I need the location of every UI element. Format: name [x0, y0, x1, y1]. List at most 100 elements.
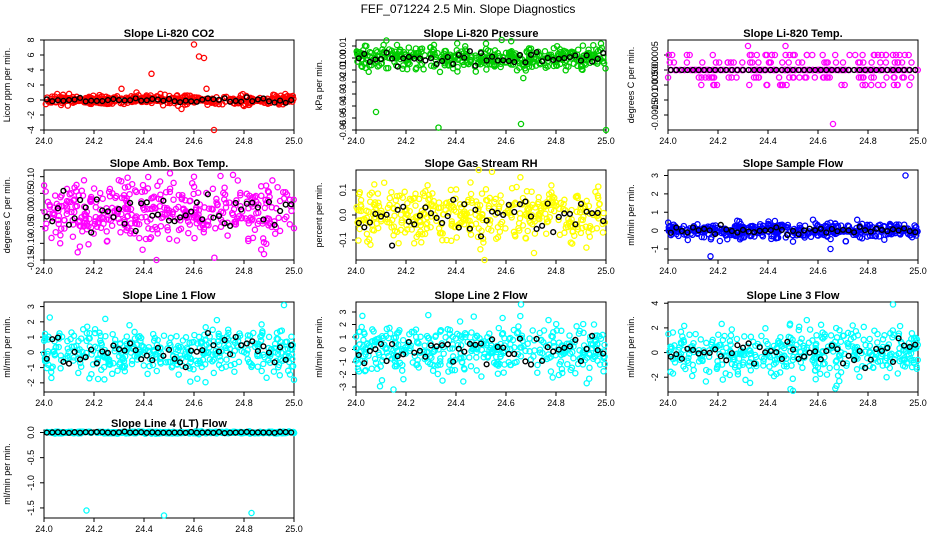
c7-point — [480, 340, 487, 348]
c2-point — [824, 74, 831, 81]
c3-point — [133, 220, 141, 228]
c3-point — [64, 207, 71, 214]
c3-point — [95, 219, 102, 226]
c3-point — [133, 188, 140, 196]
c6-point — [210, 369, 218, 377]
c8-point — [812, 375, 819, 383]
c4-point — [547, 206, 555, 214]
c3-point-black — [149, 212, 156, 219]
c6-xtick-label-0: 24.0 — [35, 398, 53, 408]
c4-point — [542, 230, 550, 237]
c7-point-black — [477, 340, 485, 347]
c0-xtick-label-1: 24.2 — [85, 136, 103, 146]
c2-point — [725, 74, 732, 81]
c2-point — [841, 66, 849, 74]
c5-point-black — [734, 229, 741, 236]
c1-point — [563, 49, 570, 57]
c5-point — [728, 231, 735, 239]
c9-point-black — [138, 429, 145, 436]
c7-point-black — [583, 345, 590, 353]
c8-point-black — [745, 340, 752, 347]
c3-point — [127, 220, 135, 227]
c7-point — [437, 361, 444, 368]
c6-point — [229, 351, 237, 359]
c8-point-black — [728, 350, 736, 357]
c0-outlier-9 — [240, 102, 248, 110]
c3-xtick-label-4: 24.8 — [235, 266, 253, 276]
c8-point — [702, 366, 710, 374]
c9-point-black — [221, 430, 228, 437]
c3-point-black — [138, 200, 145, 207]
c7-points — [352, 301, 608, 393]
c3-point-black — [277, 207, 284, 215]
c7-point — [398, 367, 406, 374]
c2-point-black — [745, 66, 752, 74]
c6-point — [67, 335, 74, 343]
c2-point — [686, 51, 693, 59]
c3-point-black — [177, 214, 184, 221]
c7-point — [470, 344, 478, 352]
c2-point — [683, 51, 691, 59]
c8-point — [811, 367, 819, 374]
c7-point — [601, 353, 608, 360]
c2-point — [695, 74, 703, 81]
c1-point-black — [366, 58, 374, 66]
c7-outlier-1 — [390, 386, 397, 393]
c0-point-black — [165, 95, 173, 103]
c1-point — [579, 42, 587, 49]
c7-point-black — [450, 358, 457, 365]
c8-point-black — [789, 346, 797, 353]
c8-point — [798, 335, 805, 342]
c4-point-black — [600, 217, 607, 225]
c4-point — [393, 192, 401, 200]
c4-point — [561, 196, 568, 204]
c7-point — [378, 377, 386, 384]
c5-point — [765, 221, 772, 229]
c8-point — [894, 370, 902, 377]
c2-point — [841, 81, 848, 89]
c8-point — [837, 349, 845, 356]
c2-point — [862, 81, 869, 89]
c3-point — [118, 194, 126, 202]
c7-point — [510, 326, 518, 334]
c0-ytick-label-2: 0 — [26, 97, 36, 102]
c7-point-black — [600, 350, 607, 357]
c8-point-black — [684, 345, 691, 352]
c3-point — [138, 214, 145, 221]
c3-point — [124, 174, 131, 181]
c4-point — [451, 223, 458, 231]
c1-points — [353, 36, 610, 134]
c2-point — [709, 66, 716, 74]
c2-point — [798, 59, 806, 66]
c0-point — [280, 94, 287, 101]
c6-xtick-label-4: 24.8 — [235, 398, 253, 408]
c9-point-black — [160, 429, 167, 436]
c8-point — [827, 332, 835, 339]
c5-point — [911, 222, 918, 229]
c0-ytick-label-1: -2 — [26, 111, 36, 119]
c4-point-black — [561, 210, 568, 217]
c0-ytick-label-6: 8 — [26, 37, 36, 42]
c1-point — [380, 41, 387, 49]
c4-point — [357, 196, 365, 204]
c8-point-black — [873, 345, 880, 353]
c4-point — [439, 236, 446, 244]
c9-point-black — [121, 428, 128, 435]
c0-point-black — [76, 94, 84, 102]
c2-point — [896, 51, 903, 59]
c4-point — [466, 217, 473, 225]
c7-point-black — [372, 346, 379, 353]
c4-point — [355, 237, 362, 244]
c4-point — [524, 227, 531, 235]
c0-ylabel: Licor ppm per min. — [2, 48, 12, 123]
c7-point — [453, 330, 461, 338]
c1-ytick-label-6: 0.00 — [338, 49, 348, 67]
c4-point — [522, 234, 529, 242]
c6-point — [68, 329, 75, 336]
c7-point — [449, 345, 456, 352]
c7-ytick-label-1: -2 — [338, 370, 348, 378]
c4-point — [386, 194, 394, 202]
c8-point — [832, 358, 840, 365]
c4-point — [427, 223, 434, 231]
c0-point-black — [249, 98, 256, 105]
